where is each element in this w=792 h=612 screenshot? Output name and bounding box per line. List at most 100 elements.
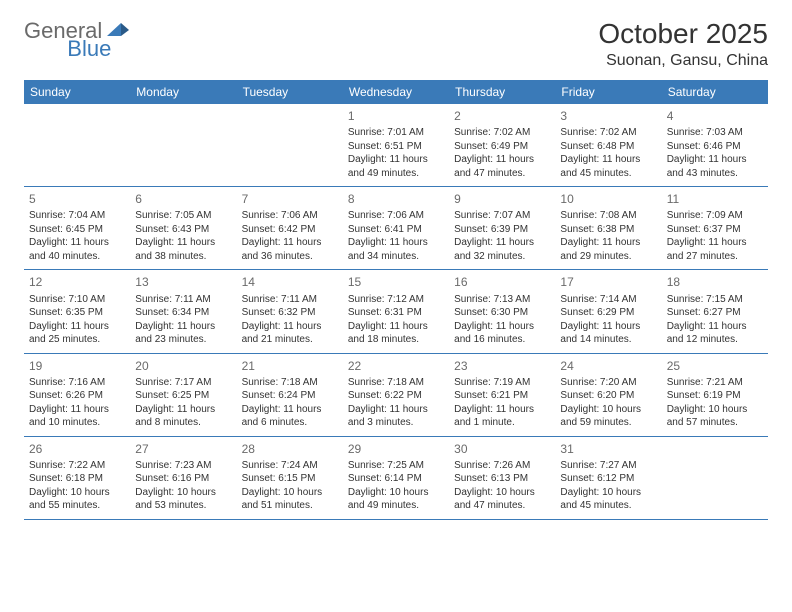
day-cell: 28Sunrise: 7:24 AMSunset: 6:15 PMDayligh… (237, 437, 343, 519)
sunrise-text: Sunrise: 7:23 AM (135, 459, 231, 473)
daylight1-text: Daylight: 11 hours (454, 320, 550, 334)
daylight2-text: and 47 minutes. (454, 499, 550, 513)
header: General Blue October 2025 Suonan, Gansu,… (24, 18, 768, 70)
sunset-text: Sunset: 6:37 PM (667, 223, 763, 237)
sunset-text: Sunset: 6:18 PM (29, 472, 125, 486)
sunset-text: Sunset: 6:49 PM (454, 140, 550, 154)
week-row: 19Sunrise: 7:16 AMSunset: 6:26 PMDayligh… (24, 354, 768, 437)
sunset-text: Sunset: 6:35 PM (29, 306, 125, 320)
sunset-text: Sunset: 6:51 PM (348, 140, 444, 154)
day-number: 31 (560, 441, 656, 457)
sunrise-text: Sunrise: 7:10 AM (29, 293, 125, 307)
sunrise-text: Sunrise: 7:05 AM (135, 209, 231, 223)
day-number: 29 (348, 441, 444, 457)
sunset-text: Sunset: 6:13 PM (454, 472, 550, 486)
daylight2-text: and 10 minutes. (29, 416, 125, 430)
title-block: October 2025 Suonan, Gansu, China (598, 18, 768, 70)
sunset-text: Sunset: 6:24 PM (242, 389, 338, 403)
day-number: 28 (242, 441, 338, 457)
weeks-container: 1Sunrise: 7:01 AMSunset: 6:51 PMDaylight… (24, 104, 768, 520)
sunrise-text: Sunrise: 7:01 AM (348, 126, 444, 140)
day-number: 4 (667, 108, 763, 124)
day-cell: 25Sunrise: 7:21 AMSunset: 6:19 PMDayligh… (662, 354, 768, 436)
day-cell: 31Sunrise: 7:27 AMSunset: 6:12 PMDayligh… (555, 437, 661, 519)
day-number: 14 (242, 274, 338, 290)
day-cell (24, 104, 130, 186)
daylight2-text: and 25 minutes. (29, 333, 125, 347)
day-cell: 29Sunrise: 7:25 AMSunset: 6:14 PMDayligh… (343, 437, 449, 519)
daylight2-text: and 43 minutes. (667, 167, 763, 181)
day-cell (237, 104, 343, 186)
sunrise-text: Sunrise: 7:15 AM (667, 293, 763, 307)
day-number: 22 (348, 358, 444, 374)
daylight2-text: and 38 minutes. (135, 250, 231, 264)
day-cell: 18Sunrise: 7:15 AMSunset: 6:27 PMDayligh… (662, 270, 768, 352)
daylight2-text: and 57 minutes. (667, 416, 763, 430)
day-cell: 15Sunrise: 7:12 AMSunset: 6:31 PMDayligh… (343, 270, 449, 352)
sunset-text: Sunset: 6:45 PM (29, 223, 125, 237)
day-number: 18 (667, 274, 763, 290)
daylight1-text: Daylight: 11 hours (135, 236, 231, 250)
day-number: 30 (454, 441, 550, 457)
sunrise-text: Sunrise: 7:27 AM (560, 459, 656, 473)
sunrise-text: Sunrise: 7:17 AM (135, 376, 231, 390)
day-number: 2 (454, 108, 550, 124)
day-number: 25 (667, 358, 763, 374)
day-cell: 24Sunrise: 7:20 AMSunset: 6:20 PMDayligh… (555, 354, 661, 436)
day-number: 26 (29, 441, 125, 457)
calendar: Sunday Monday Tuesday Wednesday Thursday… (24, 80, 768, 520)
daylight2-text: and 21 minutes. (242, 333, 338, 347)
sunrise-text: Sunrise: 7:04 AM (29, 209, 125, 223)
daylight1-text: Daylight: 11 hours (667, 153, 763, 167)
daylight1-text: Daylight: 10 hours (29, 486, 125, 500)
daylight1-text: Daylight: 11 hours (135, 320, 231, 334)
day-cell: 4 Sunrise: 7:03 AMSunset: 6:46 PMDaylight… (662, 104, 768, 186)
daylight1-text: Daylight: 11 hours (560, 153, 656, 167)
day-number: 27 (135, 441, 231, 457)
sunset-text: Sunset: 6:41 PM (348, 223, 444, 237)
sunrise-text: Sunrise: 7:26 AM (454, 459, 550, 473)
day-number: 7 (242, 191, 338, 207)
sunrise-text: Sunrise: 7:21 AM (667, 376, 763, 390)
day-cell: 14Sunrise: 7:11 AMSunset: 6:32 PMDayligh… (237, 270, 343, 352)
daylight1-text: Daylight: 11 hours (667, 320, 763, 334)
daylight1-text: Daylight: 11 hours (560, 236, 656, 250)
day-number: 21 (242, 358, 338, 374)
daylight2-text: and 8 minutes. (135, 416, 231, 430)
daylight2-text: and 45 minutes. (560, 499, 656, 513)
day-number: 16 (454, 274, 550, 290)
day-number: 8 (348, 191, 444, 207)
day-number: 6 (135, 191, 231, 207)
daylight1-text: Daylight: 10 hours (348, 486, 444, 500)
sunset-text: Sunset: 6:29 PM (560, 306, 656, 320)
logo-text-2: Blue (67, 36, 111, 62)
day-number: 17 (560, 274, 656, 290)
daylight2-text: and 40 minutes. (29, 250, 125, 264)
daylight2-text: and 53 minutes. (135, 499, 231, 513)
daylight2-text: and 16 minutes. (454, 333, 550, 347)
daylight1-text: Daylight: 11 hours (29, 403, 125, 417)
day-cell: 3Sunrise: 7:02 AMSunset: 6:48 PMDaylight… (555, 104, 661, 186)
sunrise-text: Sunrise: 7:02 AM (560, 126, 656, 140)
day-number: 10 (560, 191, 656, 207)
sunset-text: Sunset: 6:46 PM (667, 140, 763, 154)
day-cell: 11Sunrise: 7:09 AMSunset: 6:37 PMDayligh… (662, 187, 768, 269)
sunset-text: Sunset: 6:43 PM (135, 223, 231, 237)
day-cell: 22Sunrise: 7:18 AMSunset: 6:22 PMDayligh… (343, 354, 449, 436)
daylight2-text: and 36 minutes. (242, 250, 338, 264)
sunset-text: Sunset: 6:39 PM (454, 223, 550, 237)
sunrise-text: Sunrise: 7:03 AM (667, 126, 763, 140)
daylight2-text: and 34 minutes. (348, 250, 444, 264)
daylight2-text: and 51 minutes. (242, 499, 338, 513)
day-cell: 16Sunrise: 7:13 AMSunset: 6:30 PMDayligh… (449, 270, 555, 352)
day-cell: 8Sunrise: 7:06 AMSunset: 6:41 PMDaylight… (343, 187, 449, 269)
day-cell: 27Sunrise: 7:23 AMSunset: 6:16 PMDayligh… (130, 437, 236, 519)
day-header: Friday (555, 80, 661, 104)
day-cell: 6 Sunrise: 7:05 AMSunset: 6:43 PMDaylight… (130, 187, 236, 269)
daylight2-text: and 59 minutes. (560, 416, 656, 430)
daylight2-text: and 23 minutes. (135, 333, 231, 347)
sunrise-text: Sunrise: 7:25 AM (348, 459, 444, 473)
daylight1-text: Daylight: 11 hours (29, 236, 125, 250)
day-number: 20 (135, 358, 231, 374)
sunrise-text: Sunrise: 7:22 AM (29, 459, 125, 473)
